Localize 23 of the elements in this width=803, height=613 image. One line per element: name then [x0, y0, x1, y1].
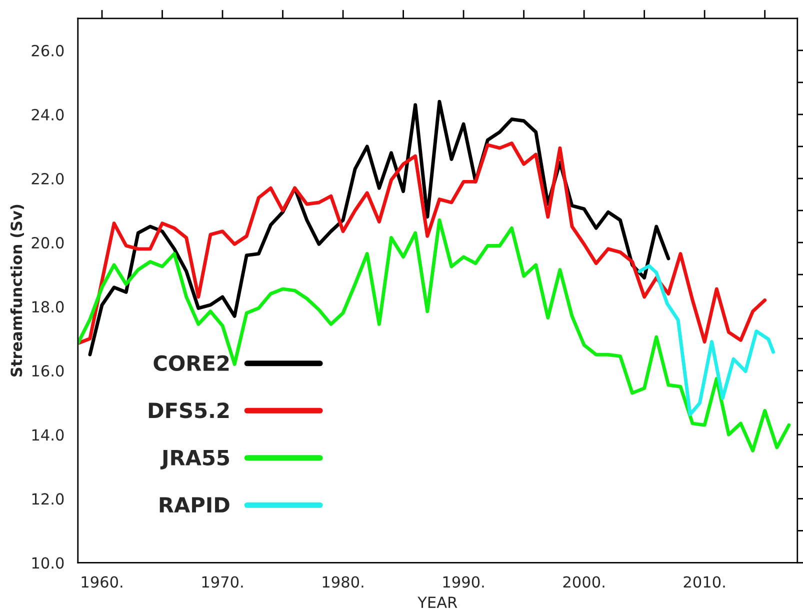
x-axis-title: YEAR	[418, 596, 458, 608]
x-tick-label: 1960.	[82, 576, 122, 588]
x-tick-label: 1990.	[443, 576, 484, 588]
y-tick-label: 20.0	[32, 236, 64, 249]
x-tick-label: 1970.	[202, 576, 243, 588]
legend-label: DFS5.2	[148, 402, 229, 418]
y-axis-title: Streamfunction (Sv)	[10, 204, 24, 376]
x-tick-label: 1980.	[322, 576, 364, 588]
legend-label: CORE2	[154, 355, 229, 371]
y-tick-label: 22.0	[32, 172, 64, 185]
y-tick-label: 18.0	[32, 301, 64, 313]
y-tick-label: 16.0	[32, 365, 64, 377]
y-tick-label: 26.0	[32, 44, 64, 56]
y-tick-label: 10.0	[32, 557, 64, 569]
y-tick-label: 12.0	[32, 493, 64, 505]
line-series	[78, 142, 767, 346]
line-series	[638, 264, 776, 416]
x-tick-label: 2000.	[563, 576, 604, 588]
y-tick-label: 24.0	[32, 108, 64, 120]
legend-label: JRA55	[160, 450, 229, 470]
y-tick-label: 14.0	[32, 429, 64, 441]
x-tick-label: 2010.	[684, 576, 725, 588]
legend-label: RAPID	[160, 497, 230, 512]
